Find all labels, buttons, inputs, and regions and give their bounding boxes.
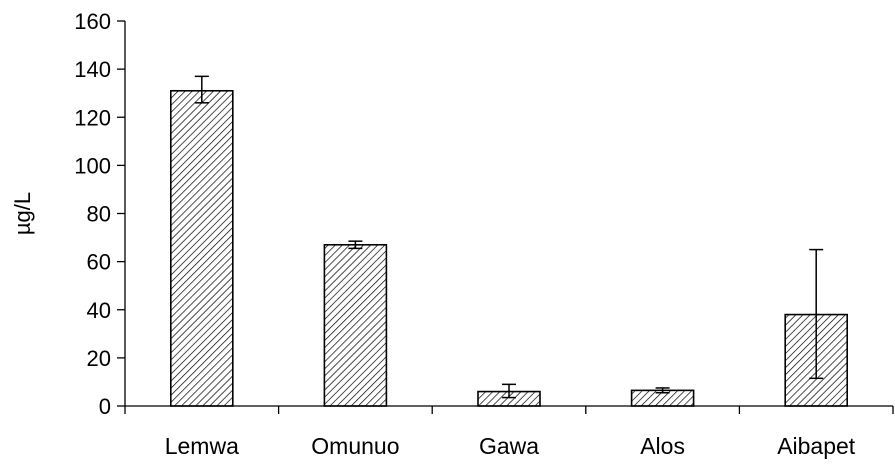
error-bar-aibapet xyxy=(809,248,824,380)
category-label-gawa: Gawa xyxy=(479,433,539,459)
y-tick-label: 100 xyxy=(74,153,111,178)
error-bars xyxy=(194,75,824,399)
bar-omunuo xyxy=(323,243,388,407)
error-bar-alos xyxy=(655,387,670,394)
y-tick-labels: 0 20 40 60 80 100 120 140 160 xyxy=(74,9,111,419)
x-axis-ticks xyxy=(124,406,894,414)
y-tick-label: 120 xyxy=(74,105,111,130)
y-tick-label: 40 xyxy=(87,298,111,323)
category-label-alos: Alos xyxy=(640,433,685,459)
y-tick-label: 20 xyxy=(87,346,111,371)
y-tick-label: 80 xyxy=(87,202,111,227)
y-tick-label: 60 xyxy=(87,250,111,275)
y-tick-label: 160 xyxy=(74,9,111,34)
y-tick-label: 140 xyxy=(74,57,111,82)
bars xyxy=(170,89,849,407)
y-tick-label: 0 xyxy=(99,394,111,419)
error-bar-lemwa xyxy=(194,75,209,104)
error-bar-gawa xyxy=(502,383,516,399)
category-label-omunuo: Omunuo xyxy=(311,433,399,459)
y-axis-title: µg/L xyxy=(10,192,35,235)
error-bar-omunuo xyxy=(348,240,363,250)
category-label-lemwa: Lemwa xyxy=(165,433,239,459)
category-label-aibapet: Aibapet xyxy=(777,433,856,459)
bar-lemwa xyxy=(170,89,234,407)
y-axis-ticks xyxy=(117,20,125,407)
category-labels: Lemwa Omunuo Gawa Alos Aibapet xyxy=(165,433,856,459)
